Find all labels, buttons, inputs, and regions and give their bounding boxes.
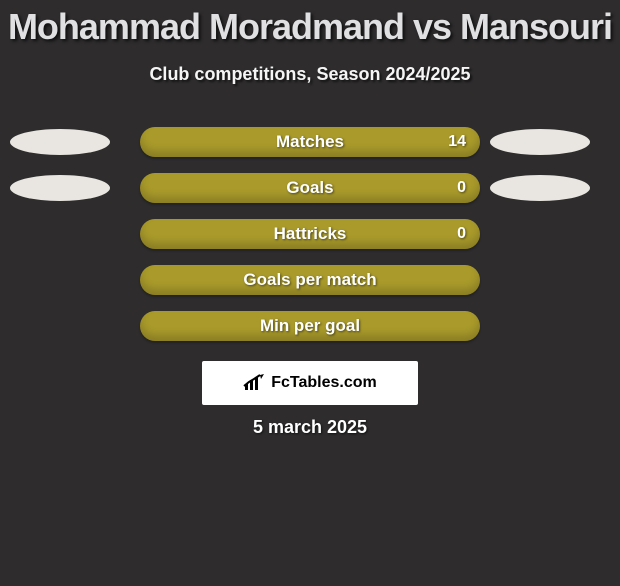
date-line: 5 march 2025 <box>0 417 620 438</box>
stat-value: 0 <box>457 225 466 243</box>
left-player-marker <box>10 129 110 155</box>
stat-bar: Hattricks0 <box>140 219 480 249</box>
stat-label: Goals <box>140 178 480 198</box>
branding-logo-text: FcTables.com <box>271 374 377 392</box>
stat-bar: Goals0 <box>140 173 480 203</box>
branding-logo-box: FcTables.com <box>202 361 418 405</box>
right-player-marker <box>490 129 590 155</box>
stat-label: Goals per match <box>140 270 480 290</box>
stat-bar: Min per goal <box>140 311 480 341</box>
stat-label: Min per goal <box>140 316 480 336</box>
stat-row: Min per goal <box>0 303 620 349</box>
stat-label: Hattricks <box>140 224 480 244</box>
stat-row: Matches14 <box>0 119 620 165</box>
stats-comparison: Matches14Goals0Hattricks0Goals per match… <box>0 119 620 349</box>
stat-value: 14 <box>448 133 466 151</box>
stat-bar: Goals per match <box>140 265 480 295</box>
page-subtitle: Club competitions, Season 2024/2025 <box>0 64 620 85</box>
stat-row: Hattricks0 <box>0 211 620 257</box>
bar-chart-icon <box>243 374 265 392</box>
right-player-marker <box>490 175 590 201</box>
page-title: Mohammad Moradmand vs Mansouri <box>0 6 620 48</box>
left-player-marker <box>10 175 110 201</box>
stat-value: 0 <box>457 179 466 197</box>
stat-row: Goals per match <box>0 257 620 303</box>
stat-row: Goals0 <box>0 165 620 211</box>
stat-label: Matches <box>140 132 480 152</box>
stat-bar: Matches14 <box>140 127 480 157</box>
